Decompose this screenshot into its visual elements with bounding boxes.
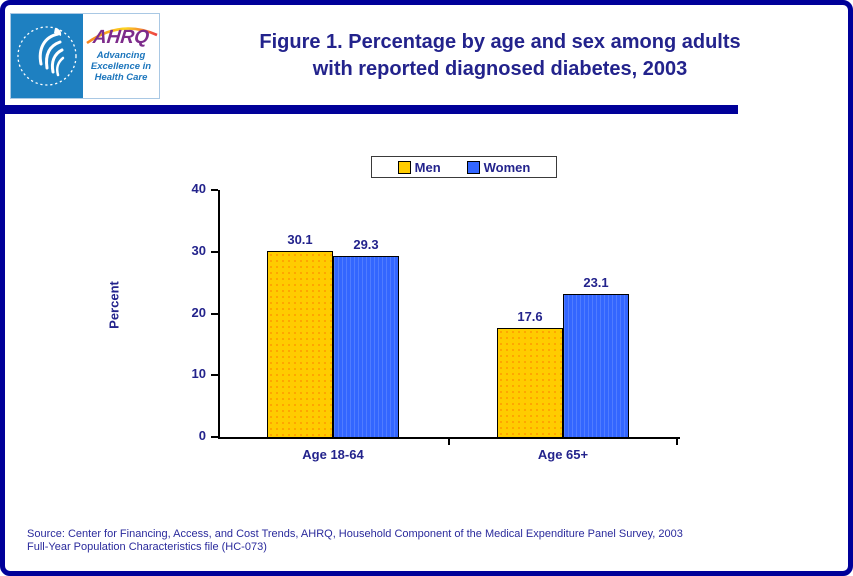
chart-legend: Men Women <box>371 156 557 178</box>
legend-label-men: Men <box>414 159 441 175</box>
bar-women-2 <box>563 294 629 437</box>
y-tick-label: 0 <box>198 428 206 443</box>
ahrq-logo: AHRQ Advancing Excellence in Health Care <box>83 14 159 98</box>
ahrq-tagline-line: Excellence in <box>90 61 152 72</box>
source-note-line-1: Source: Center for Financing, Access, an… <box>27 528 683 540</box>
ahrq-wordmark: AHRQ <box>91 27 151 48</box>
hhs-seal <box>11 14 83 98</box>
ahrq-tagline: Advancing Excellence in Health Care <box>83 50 159 83</box>
header-divider-bar <box>5 105 738 114</box>
source-note-line-2: Full-Year Population Characteristics fil… <box>27 541 267 553</box>
figure-title: Figure 1. Percentage by age and sex amon… <box>165 29 835 83</box>
legend-swatch-men <box>397 160 411 174</box>
y-tick <box>211 250 218 253</box>
figure-title-line-2: with reported diagnosed diabetes, 2003 <box>312 58 688 80</box>
bar-value-label: 29.3 <box>353 237 379 252</box>
y-tick-label: 30 <box>191 242 206 258</box>
figure-title-line-1: Figure 1. Percentage by age and sex amon… <box>259 31 741 53</box>
y-tick-label: 20 <box>191 304 206 320</box>
source-note: Source: Center for Financing, Access, an… <box>27 528 837 554</box>
y-tick-label: 40 <box>191 181 206 196</box>
y-tick <box>211 312 218 315</box>
legend-swatch-women <box>466 160 480 174</box>
hhs-ahrq-logo: AHRQ Advancing Excellence in Health Care <box>10 13 160 99</box>
bar-value-label: 23.1 <box>583 275 609 290</box>
hhs-eagle-icon <box>17 26 77 86</box>
bar-men-2 <box>497 328 563 437</box>
ahrq-tagline-line: Advancing <box>96 50 146 61</box>
y-tick <box>211 436 218 438</box>
y-axis-title: Percent <box>106 281 122 329</box>
y-tick <box>211 374 218 377</box>
legend-label-women: Women <box>483 159 531 175</box>
y-tick-label: 10 <box>191 366 206 382</box>
ahrq-rainbow-arc-icon <box>86 27 158 45</box>
x-tick <box>448 437 450 445</box>
legend-item-women: Women <box>466 159 531 175</box>
y-tick <box>211 189 218 191</box>
bar-value-label: 30.1 <box>287 232 313 247</box>
x-category-label: Age 18-64 <box>302 447 364 462</box>
bar-women-1 <box>333 256 399 437</box>
x-category-label: Age 65+ <box>537 447 589 462</box>
bar-value-label: 17.6 <box>517 309 543 324</box>
ahrq-tagline-line: Health Care <box>94 72 148 83</box>
bar-men-1 <box>267 251 333 437</box>
x-tick <box>676 437 678 445</box>
plot-area: 0 10 20 30 40 30.1 29.3 Age 18-64 17.6 23.1 Age 65… <box>192 181 680 462</box>
legend-item-men: Men <box>397 159 441 175</box>
